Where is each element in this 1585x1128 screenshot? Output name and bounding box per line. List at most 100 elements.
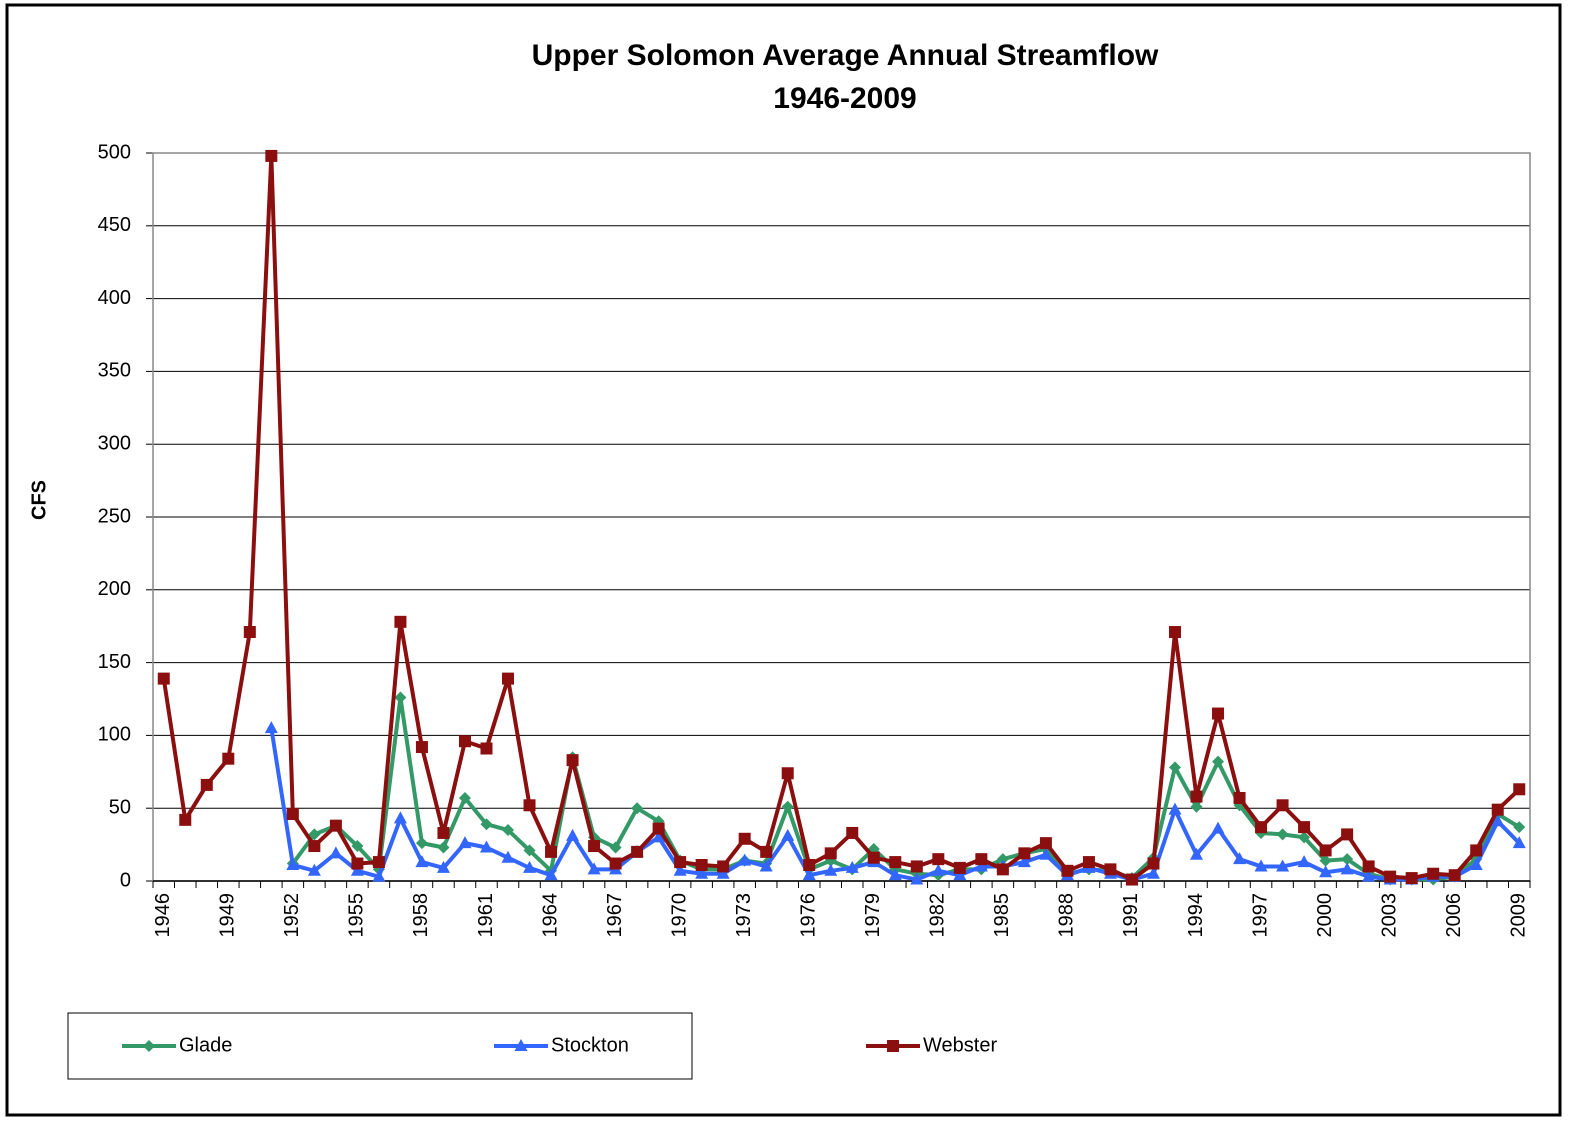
data-point <box>781 767 794 780</box>
data-point <box>889 856 902 869</box>
data-point <box>1298 831 1311 844</box>
data-point <box>1405 872 1418 885</box>
data-point <box>846 826 859 839</box>
y-tick-label: 150 <box>98 651 131 673</box>
data-point <box>523 799 536 812</box>
x-tick-label: 2003 <box>1378 893 1400 938</box>
data-point <box>845 860 859 873</box>
data-point <box>1211 821 1225 834</box>
data-point <box>1319 844 1332 857</box>
data-point <box>222 752 235 765</box>
y-tick-label: 300 <box>98 432 131 454</box>
data-point <box>760 845 773 858</box>
data-point <box>372 856 385 869</box>
chart-border <box>5 3 1562 1117</box>
data-point <box>652 822 665 835</box>
data-point <box>738 832 751 845</box>
data-point <box>523 860 537 873</box>
y-tick-label: 350 <box>98 360 131 382</box>
series-line <box>291 695 1521 882</box>
chart-title: Upper Solomon Average Annual Streamflow <box>532 39 1159 72</box>
data-point <box>1319 854 1332 867</box>
data-point <box>781 828 795 841</box>
data-point <box>179 813 192 826</box>
data-point <box>674 856 687 869</box>
data-point <box>1212 755 1225 768</box>
data-point <box>502 824 515 837</box>
data-point <box>437 826 450 839</box>
data-point <box>351 857 364 870</box>
data-point <box>545 845 558 858</box>
data-point <box>1168 802 1182 815</box>
data-point <box>286 808 299 821</box>
data-point <box>953 861 966 874</box>
data-point <box>1513 783 1526 796</box>
data-point <box>1017 855 1031 868</box>
data-point <box>1276 799 1289 812</box>
data-point <box>1255 821 1268 834</box>
data-point <box>975 853 988 866</box>
data-point <box>1233 852 1247 865</box>
y-tick-label: 250 <box>98 505 131 527</box>
data-point <box>479 840 493 853</box>
data-point <box>673 863 687 876</box>
data-point <box>931 863 945 876</box>
y-tick-label: 200 <box>98 578 131 600</box>
data-point <box>953 868 967 881</box>
data-point <box>824 847 837 860</box>
data-point <box>1341 853 1354 866</box>
data-point <box>1104 863 1117 876</box>
data-point <box>329 846 343 859</box>
x-tick-label: 1949 <box>217 893 239 938</box>
data-point <box>286 857 300 870</box>
data-point <box>609 857 622 870</box>
data-point <box>566 754 579 767</box>
data-point <box>1254 859 1268 872</box>
data-point <box>458 792 471 805</box>
legend-label: Webster <box>923 1034 997 1056</box>
x-tick-label: 2009 <box>1508 893 1530 938</box>
y-tick-label: 100 <box>98 724 131 746</box>
data-point <box>1297 855 1311 868</box>
data-point <box>566 828 580 841</box>
data-point <box>1146 866 1160 879</box>
x-tick-label: 1982 <box>927 893 949 938</box>
y-tick-label: 400 <box>98 287 131 309</box>
legend-marker <box>143 1040 155 1052</box>
y-tick-label: 450 <box>98 214 131 236</box>
x-tick-label: 1994 <box>1185 893 1207 938</box>
data-point <box>932 853 945 866</box>
data-point <box>523 844 536 857</box>
data-point <box>587 862 601 875</box>
x-tick-label: 1988 <box>1056 893 1078 938</box>
y-tick-label: 0 <box>120 869 131 891</box>
data-point <box>1341 828 1354 841</box>
data-point <box>867 851 880 864</box>
data-point <box>394 615 407 628</box>
data-point <box>759 859 773 872</box>
data-point <box>996 853 1009 866</box>
data-point <box>974 859 988 872</box>
x-tick-label: 1970 <box>668 893 690 938</box>
data-point <box>480 818 493 831</box>
legend-marker <box>887 1040 899 1052</box>
data-point <box>308 828 321 841</box>
x-tick-label: 1946 <box>152 893 174 938</box>
data-point <box>415 855 429 868</box>
data-point <box>437 841 450 854</box>
data-point <box>1039 837 1052 850</box>
data-point <box>652 830 666 843</box>
data-point <box>1190 790 1203 803</box>
data-point <box>1168 761 1181 774</box>
data-point <box>157 672 170 685</box>
data-point <box>1276 859 1290 872</box>
data-point <box>910 860 923 873</box>
data-point <box>1384 870 1397 883</box>
data-point <box>1190 847 1204 860</box>
data-point <box>1147 857 1160 870</box>
data-point <box>501 850 515 863</box>
x-tick-label: 1967 <box>604 893 626 938</box>
data-point <box>1212 707 1225 720</box>
data-point <box>308 840 321 853</box>
data-point <box>1276 828 1289 841</box>
